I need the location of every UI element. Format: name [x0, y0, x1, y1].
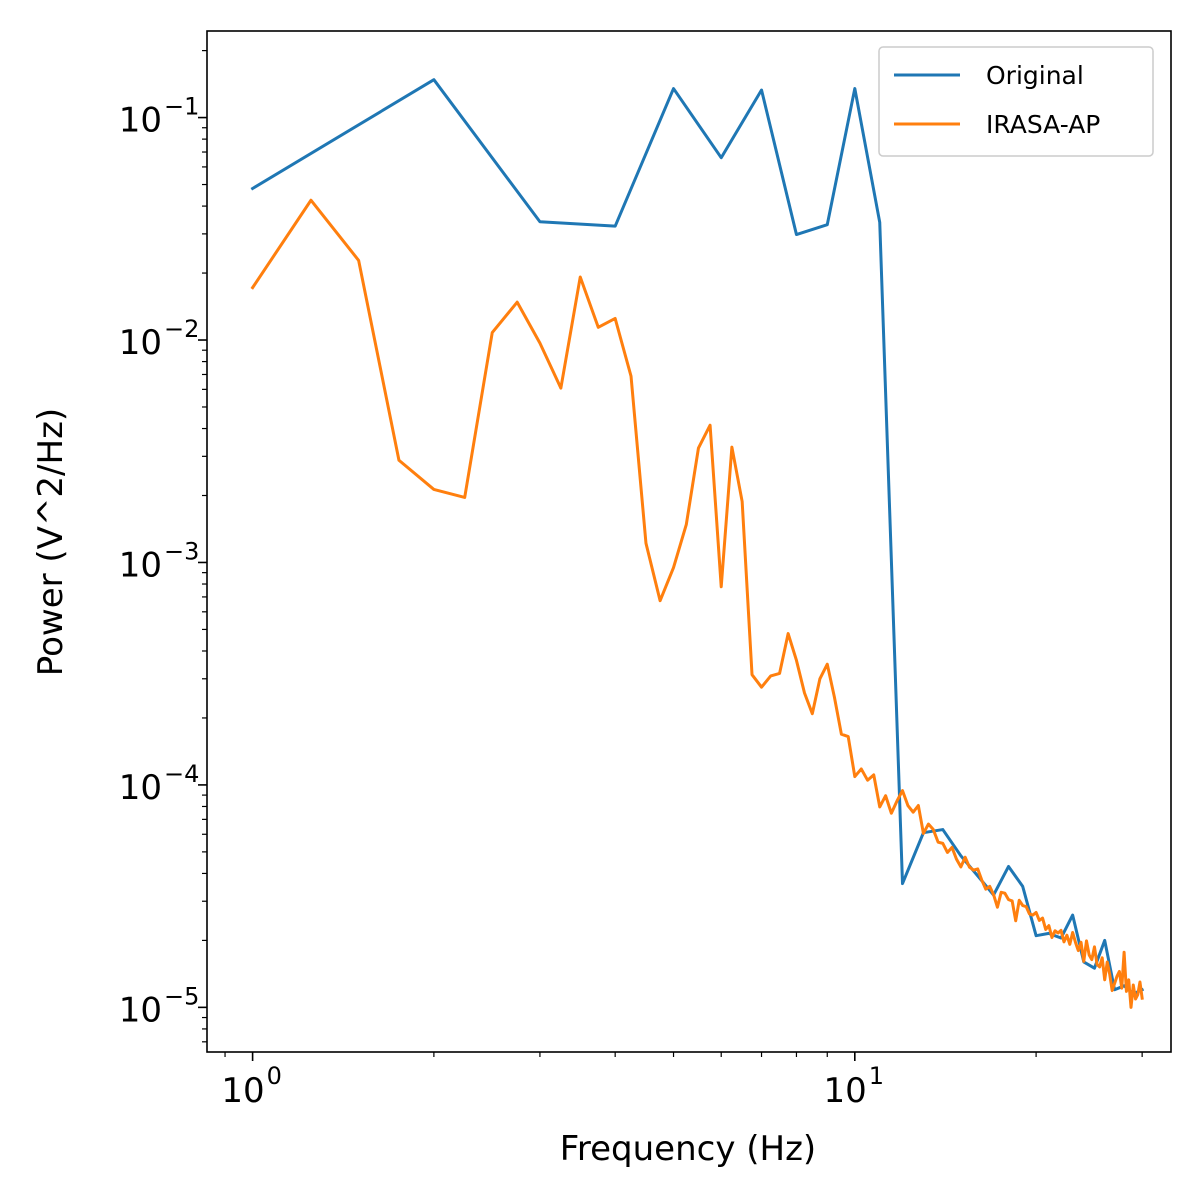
- y-tick-exponent: −3: [164, 537, 199, 565]
- series-line-original: [250, 78, 1145, 996]
- x-tick-label: 10: [221, 1071, 264, 1111]
- x-tick-label: 10: [824, 1071, 867, 1111]
- y-axis-label: Power (V^2/Hz): [31, 408, 71, 676]
- y-tick-exponent: −4: [164, 760, 199, 788]
- legend-label-irasa-ap: IRASA-AP: [986, 110, 1100, 139]
- y-tick-label: 10: [119, 101, 162, 141]
- plot-frame: [206, 30, 1172, 1053]
- y-tick-exponent: −2: [164, 315, 199, 343]
- legend: Original IRASA-AP: [878, 46, 1154, 157]
- y-tick-label: 10: [119, 768, 162, 808]
- y-tick-exponent: −1: [164, 93, 199, 121]
- legend-label-original: Original: [986, 61, 1084, 90]
- x-tick-exponent: 1: [869, 1062, 884, 1090]
- y-tick-label: 10: [119, 990, 162, 1030]
- x-tick-exponent: 0: [267, 1062, 282, 1090]
- y-tick-exponent: −5: [164, 982, 199, 1010]
- series-line-irasa-ap: [250, 198, 1144, 1009]
- y-tick-label: 10: [119, 323, 162, 363]
- plot-area: [206, 30, 1172, 1053]
- series-group: [250, 78, 1145, 1009]
- y-tick-label: 10: [119, 545, 162, 585]
- x-axis-label: Frequency (Hz): [560, 1129, 816, 1169]
